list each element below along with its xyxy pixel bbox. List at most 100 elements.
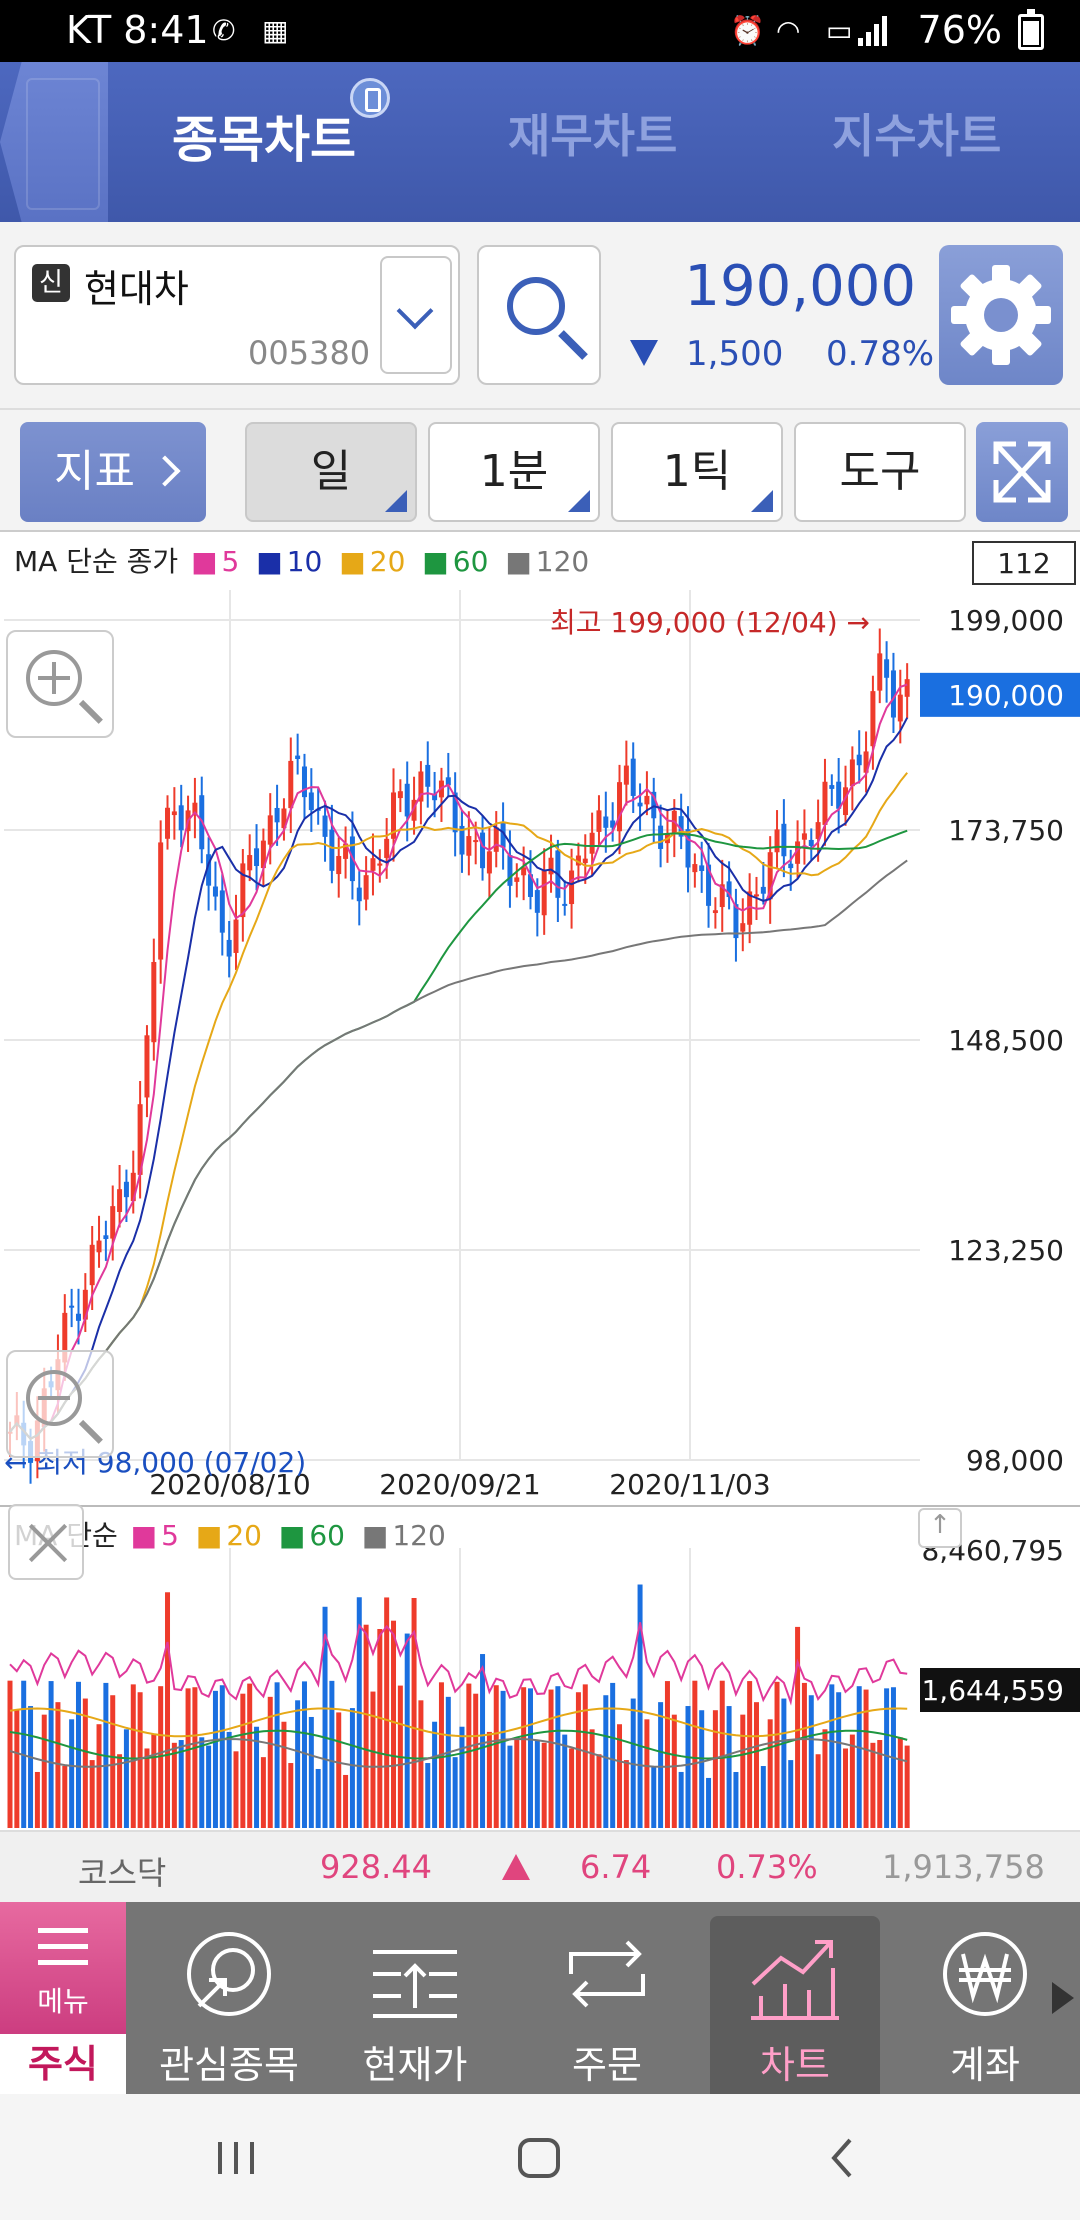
tools-button[interactable]: 도구 — [794, 422, 966, 522]
search-button[interactable] — [477, 245, 601, 385]
stock-category-button[interactable]: 주식 — [0, 2034, 126, 2094]
candle-body — [62, 1312, 68, 1363]
kosdaq-volume: 1,913,758 — [882, 1848, 1045, 1886]
legend-ma5: ■ 5 — [191, 545, 240, 578]
nav-current-price[interactable]: 현재가 — [330, 1902, 500, 2094]
volume-bar — [336, 1712, 342, 1828]
tab-financial-chart[interactable]: 재무차트 — [508, 109, 678, 163]
candle-body — [171, 811, 177, 816]
nav-next-arrow[interactable] — [1052, 1982, 1074, 2014]
candle-body — [644, 795, 650, 805]
candle-body — [815, 822, 821, 839]
volume-bar — [589, 1729, 595, 1828]
volume-bar — [308, 1716, 314, 1828]
candle-body — [863, 751, 869, 773]
nav-account-label: 계좌 — [950, 2043, 1020, 2087]
tab-stock-chart[interactable]: 종목차트 — [172, 111, 356, 169]
volume-bar — [617, 1724, 623, 1828]
volume-bar — [96, 1724, 102, 1828]
nav-chart[interactable]: 차트 — [710, 1916, 880, 2094]
volume-bar — [808, 1695, 814, 1828]
candle-body — [103, 1235, 109, 1240]
fullscreen-button[interactable] — [976, 422, 1068, 522]
candle-body — [391, 792, 397, 839]
period-minute-button[interactable]: 1분 — [428, 422, 600, 522]
candle-body — [445, 777, 451, 786]
candle-body — [726, 881, 732, 898]
candle-body — [343, 843, 349, 859]
back-tab[interactable] — [0, 62, 108, 222]
kosdaq-ticker[interactable]: 코스닥 928.44 6.74 0.73% 1,913,758 — [0, 1830, 1080, 1902]
vol-legend-ma20: ■ 20 — [195, 1519, 262, 1552]
settings-button[interactable] — [939, 245, 1063, 385]
back-icon[interactable] — [831, 2138, 852, 2178]
nav-account[interactable]: 계좌 — [900, 1902, 1070, 2094]
candle-body — [795, 841, 801, 864]
chart-icon — [751, 1940, 839, 2020]
volume-bar — [843, 1748, 849, 1828]
candle-body — [288, 760, 294, 809]
chart-area[interactable]: 199,000 173,750 148,500 123,250 98,000 2020/0… — [0, 534, 1080, 1830]
indicator-label: 지표 — [54, 446, 135, 497]
close-volume-button[interactable] — [8, 1504, 84, 1580]
candle-body — [308, 792, 314, 811]
nav-watchlist[interactable]: 관심종목 — [144, 1902, 314, 2094]
candle-body — [137, 1104, 143, 1175]
candle-body — [301, 766, 307, 798]
candle-body — [685, 829, 691, 868]
volume-bar — [548, 1689, 554, 1828]
legend-ma60: ■ 60 — [422, 545, 489, 578]
nav-order[interactable]: 주문 — [522, 1902, 692, 2094]
system-navigation-bar — [0, 2094, 1080, 2220]
period-day-button[interactable]: 일 — [245, 422, 417, 522]
stock-dropdown-button[interactable] — [380, 256, 452, 374]
price-volume-chart[interactable]: 199,000 173,750 148,500 123,250 98,000 2020/0… — [0, 534, 1080, 1830]
watchlist-icon — [187, 1932, 271, 2016]
volume-bar — [267, 1696, 273, 1828]
zoom-out-button[interactable] — [6, 1350, 114, 1458]
search-icon — [507, 277, 565, 335]
nav-watchlist-label: 관심종목 — [159, 2043, 299, 2087]
expand-icon — [993, 441, 1051, 503]
volume-bar — [117, 1754, 123, 1828]
volume-bar — [185, 1688, 191, 1828]
volume-bar — [541, 1742, 547, 1828]
zoom-in-button[interactable] — [6, 630, 114, 738]
indicator-button[interactable]: 지표 — [20, 422, 206, 522]
volume-bar — [664, 1681, 670, 1828]
candle-body — [843, 787, 849, 816]
candle-body — [336, 856, 342, 875]
candle-body — [808, 839, 814, 846]
candle-body — [274, 807, 280, 823]
volume-bar — [281, 1721, 287, 1828]
won-icon — [943, 1932, 1027, 2016]
period-tick-button[interactable]: 1틱 — [611, 422, 783, 522]
tab-index-chart[interactable]: 지수차트 — [832, 109, 1002, 163]
menu-button[interactable]: 메뉴 — [0, 1902, 126, 2034]
candle-body — [363, 875, 369, 900]
volume-expand-button[interactable]: ↑ — [918, 1508, 962, 1548]
phone-link-icon[interactable] — [350, 78, 390, 118]
volume-bar — [254, 1726, 260, 1828]
volume-bar — [192, 1687, 198, 1828]
candle-body — [480, 832, 486, 869]
candle-body — [747, 891, 753, 925]
candle-body — [425, 764, 431, 787]
price-change: 1,500 — [686, 334, 784, 374]
volume-bar — [425, 1763, 431, 1828]
candle-count[interactable]: 112 — [972, 541, 1076, 585]
candle-body — [233, 919, 239, 953]
vol-legend-ma5: ■ 5 — [130, 1519, 179, 1552]
candle-body — [75, 1313, 81, 1321]
candle-body — [178, 805, 184, 831]
menu-label: 메뉴 — [37, 1985, 89, 2018]
volume-bar — [486, 1731, 492, 1828]
candle-body — [541, 870, 547, 916]
volume-bar — [569, 1748, 575, 1828]
home-icon[interactable] — [518, 2138, 560, 2178]
candle-body — [192, 802, 198, 816]
recent-apps-icon[interactable] — [218, 2142, 254, 2174]
bottom-navigation — [0, 1902, 1080, 2094]
volume-bar — [527, 1688, 533, 1828]
volume-bar — [144, 1748, 150, 1828]
